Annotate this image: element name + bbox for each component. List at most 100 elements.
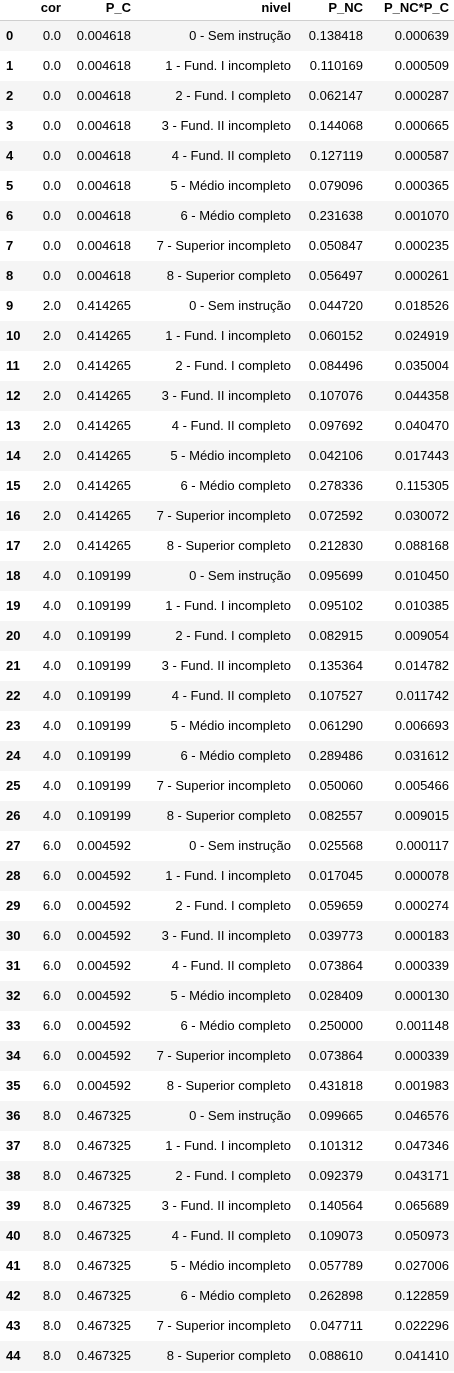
p-nc-cell: 0.028409 [308, 988, 363, 1003]
nivel-cell: 1 - Fund. I incompleto [165, 58, 291, 73]
table-row: 23 4.0 0.109199 5 - Médio incompleto 0.06129… [0, 711, 454, 741]
p-c-cell: 0.109199 [76, 808, 131, 823]
nivel-cell: 6 - Médio completo [180, 1288, 291, 1303]
nivel-cell: 2 - Fund. I completo [175, 1168, 291, 1183]
cor-cell: 8.0 [42, 1258, 61, 1273]
nivel-cell: 3 - Fund. II incompleto [161, 658, 291, 673]
cor-cell: 6.0 [42, 868, 61, 883]
cor-cell: 8.0 [42, 1318, 61, 1333]
p-nc-times-p-c-cell: 0.000339 [394, 958, 449, 973]
p-c-cell: 0.414265 [76, 328, 131, 343]
nivel-cell: 1 - Fund. I incompleto [165, 328, 291, 343]
table-row: 3 0.0 0.004618 3 - Fund. II incompleto 0.144… [0, 111, 454, 141]
p-nc-cell: 0.039773 [308, 928, 363, 943]
p-c-cell: 0.109199 [76, 658, 131, 673]
nivel-cell: 5 - Médio incompleto [170, 718, 291, 733]
nivel-cell: 7 - Superior incompleto [156, 778, 291, 793]
nivel-cell: 3 - Fund. II incompleto [161, 1198, 291, 1213]
p-nc-cell: 0.082557 [308, 808, 363, 823]
nivel-cell: 7 - Superior incompleto [156, 238, 291, 253]
p-nc-times-p-c-cell: 0.065689 [394, 1198, 449, 1213]
nivel-cell: 0 - Sem instrução [189, 838, 291, 853]
row-index: 20 [6, 628, 21, 643]
table-row: 10 2.0 0.414265 1 - Fund. I incompleto 0.060… [0, 321, 454, 351]
table-row: 29 6.0 0.004592 2 - Fund. I completo 0.05965… [0, 891, 454, 921]
table-row: 13 2.0 0.414265 4 - Fund. II completo 0.0976… [0, 411, 454, 441]
cor-cell: 4.0 [42, 688, 61, 703]
p-c-cell: 0.414265 [76, 478, 131, 493]
table-row: 0 0.0 0.004618 0 - Sem instrução 0.138418 0.0… [0, 20, 454, 51]
p-nc-times-p-c-cell: 0.050973 [394, 1228, 449, 1243]
column-header-p-c: P_C [66, 0, 136, 21]
row-index: 41 [6, 1258, 21, 1273]
p-nc-cell: 0.047711 [309, 1318, 363, 1333]
p-nc-times-p-c-cell: 0.035004 [394, 358, 449, 373]
p-nc-times-p-c-cell: 0.047346 [394, 1138, 449, 1153]
nivel-cell: 4 - Fund. II completo [171, 1228, 291, 1243]
table-row: 5 0.0 0.004618 5 - Médio incompleto 0.079096… [0, 171, 454, 201]
table-row: 22 4.0 0.109199 4 - Fund. II completo 0.1075… [0, 681, 454, 711]
table-row: 2 0.0 0.004618 2 - Fund. I completo 0.062147… [0, 81, 454, 111]
cor-cell: 6.0 [42, 1078, 61, 1093]
cor-cell: 2.0 [42, 448, 61, 463]
row-index: 37 [6, 1138, 21, 1153]
row-index: 5 [6, 178, 14, 193]
p-c-cell: 0.004618 [76, 118, 131, 133]
row-index: 17 [6, 538, 21, 553]
nivel-cell: 3 - Fund. II incompleto [161, 118, 291, 133]
cor-cell: 4.0 [42, 568, 61, 583]
p-nc-cell: 0.127119 [309, 148, 363, 163]
nivel-cell: 1 - Fund. I incompleto [165, 868, 291, 883]
nivel-cell: 2 - Fund. I completo [175, 358, 291, 373]
row-index: 16 [6, 508, 21, 523]
p-c-cell: 0.414265 [76, 298, 131, 313]
cor-cell: 2.0 [42, 328, 61, 343]
table-row: 39 8.0 0.467325 3 - Fund. II incompleto 0.14… [0, 1191, 454, 1221]
p-c-cell: 0.004592 [76, 958, 131, 973]
nivel-cell: 8 - Superior completo [166, 538, 291, 553]
table-row: 14 2.0 0.414265 5 - Médio incompleto 0.04210… [0, 441, 454, 471]
row-index: 22 [6, 688, 21, 703]
cor-cell: 4.0 [42, 598, 61, 613]
cor-cell: 6.0 [42, 1018, 61, 1033]
p-nc-cell: 0.073864 [308, 1048, 363, 1063]
nivel-cell: 6 - Médio completo [180, 1018, 291, 1033]
p-c-cell: 0.004592 [76, 838, 131, 853]
column-header-p-nc: P_NC [296, 0, 368, 21]
cor-cell: 8.0 [42, 1348, 61, 1363]
row-index: 8 [6, 268, 14, 283]
cor-cell: 8.0 [42, 1168, 61, 1183]
p-c-cell: 0.414265 [76, 418, 131, 433]
nivel-cell: 0 - Sem instrução [189, 28, 291, 43]
p-c-cell: 0.467325 [76, 1228, 131, 1243]
cor-cell: 0.0 [42, 148, 61, 163]
p-nc-times-p-c-cell: 0.001983 [394, 1078, 449, 1093]
nivel-cell: 1 - Fund. I incompleto [165, 1138, 291, 1153]
p-nc-cell: 0.088610 [308, 1348, 363, 1363]
column-header-nivel: nivel [136, 0, 296, 21]
nivel-cell: 8 - Superior completo [166, 1348, 291, 1363]
row-index: 23 [6, 718, 21, 733]
p-nc-times-p-c-cell: 0.000130 [394, 988, 449, 1003]
row-index: 38 [6, 1168, 21, 1183]
p-c-cell: 0.109199 [76, 718, 131, 733]
row-index: 29 [6, 898, 21, 913]
p-nc-cell: 0.262898 [308, 1288, 363, 1303]
nivel-cell: 4 - Fund. II completo [171, 958, 291, 973]
row-index: 12 [6, 388, 21, 403]
p-nc-times-p-c-cell: 0.000287 [394, 88, 449, 103]
p-nc-cell: 0.092379 [308, 1168, 363, 1183]
table-row: 44 8.0 0.467325 8 - Superior completo 0.0886… [0, 1341, 454, 1371]
cor-cell: 2.0 [42, 358, 61, 373]
p-c-cell: 0.109199 [76, 568, 131, 583]
cor-cell: 2.0 [42, 418, 61, 433]
row-index: 15 [6, 478, 21, 493]
p-nc-times-p-c-cell: 0.000339 [394, 1048, 449, 1063]
row-index: 1 [6, 58, 14, 73]
p-c-cell: 0.467325 [76, 1318, 131, 1333]
cor-cell: 0.0 [42, 178, 61, 193]
p-nc-times-p-c-cell: 0.001070 [394, 208, 449, 223]
p-nc-times-p-c-cell: 0.000261 [394, 268, 449, 283]
p-nc-times-p-c-cell: 0.000665 [394, 118, 449, 133]
p-nc-cell: 0.250000 [308, 1018, 363, 1033]
